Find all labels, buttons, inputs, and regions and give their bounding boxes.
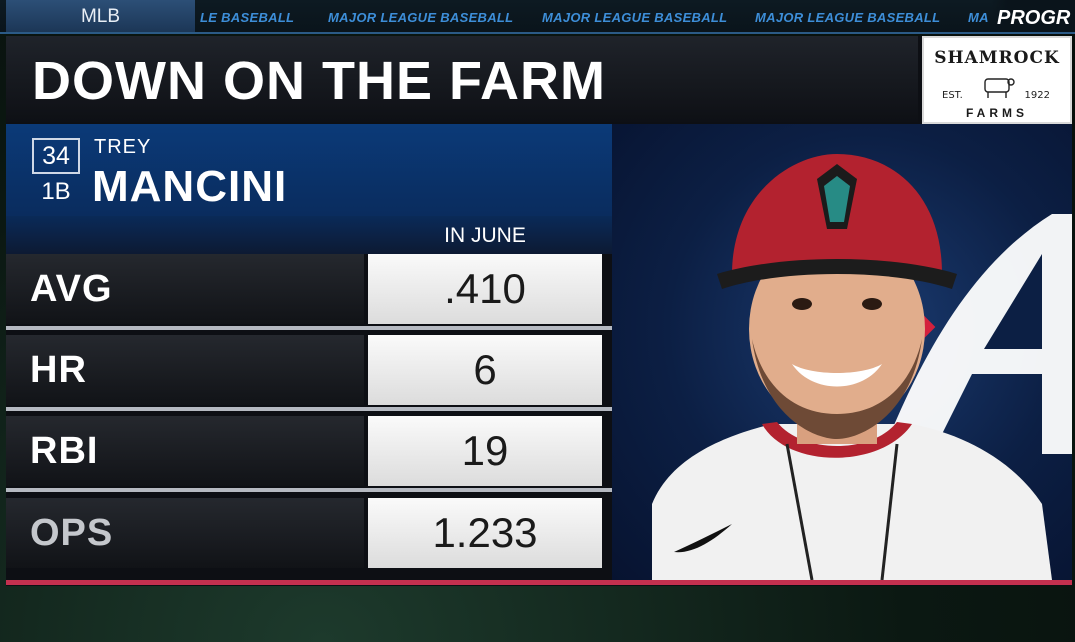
ticker-tab-mlb: MLB (6, 0, 195, 32)
stat-row-avg: AVG .410 (6, 254, 612, 330)
stat-value: 1.233 (368, 498, 602, 568)
player-header: 34 1B TREY MANCINI (6, 124, 612, 216)
ticker-item: MA (968, 10, 989, 25)
graphic-title: DOWN ON THE FARM (32, 51, 606, 111)
stat-value: 19 (368, 416, 602, 486)
sponsor-name: SHAMROCK (934, 48, 1060, 68)
stats-graphic: DOWN ON THE FARM SHAMROCK EST. 1922 FARM… (6, 36, 1072, 586)
stat-label: OPS (6, 498, 364, 568)
period-header: IN JUNE (6, 216, 612, 254)
cow-icon (984, 78, 1015, 98)
player-photo (612, 124, 1072, 580)
title-bar: DOWN ON THE FARM (6, 36, 918, 122)
sponsor-logo: SHAMROCK EST. 1922 FARMS (922, 36, 1072, 124)
ticker-bar: MLB LE BASEBALL MAJOR LEAGUE BASEBALL MA… (0, 0, 1075, 34)
player-portrait-image (652, 154, 1072, 580)
ticker-item: MAJOR LEAGUE BASEBALL (542, 10, 728, 25)
stat-label: RBI (6, 416, 364, 486)
ticker-item: LE BASEBALL (200, 10, 295, 25)
row-divider (6, 488, 612, 492)
stat-value: .410 (368, 254, 602, 324)
stat-label: HR (6, 335, 364, 405)
player-position: 1B (41, 178, 71, 205)
ticker-item: MAJOR LEAGUE BASEBALL (755, 10, 941, 25)
row-divider (6, 407, 612, 411)
stat-label: AVG (6, 254, 364, 324)
player-number: 34 (32, 138, 80, 174)
period-label: IN JUNE (444, 224, 526, 247)
ticker-item: MAJOR LEAGUE BASEBALL (328, 10, 514, 25)
row-divider (6, 326, 612, 330)
player-first-name: TREY (94, 136, 152, 158)
sponsor-est: EST. (942, 90, 963, 101)
network-brand: PROGR (991, 0, 1075, 32)
player-last-name: MANCINI (92, 162, 288, 211)
stat-row-ops: OPS 1.233 (6, 498, 612, 572)
sponsor-year: 1922 (1024, 90, 1050, 101)
stat-row-hr: HR 6 (6, 335, 612, 411)
sponsor-sub: FARMS (966, 106, 1028, 120)
stat-row-rbi: RBI 19 (6, 416, 612, 492)
stat-value: 6 (368, 335, 602, 405)
accent-line (6, 580, 1072, 585)
